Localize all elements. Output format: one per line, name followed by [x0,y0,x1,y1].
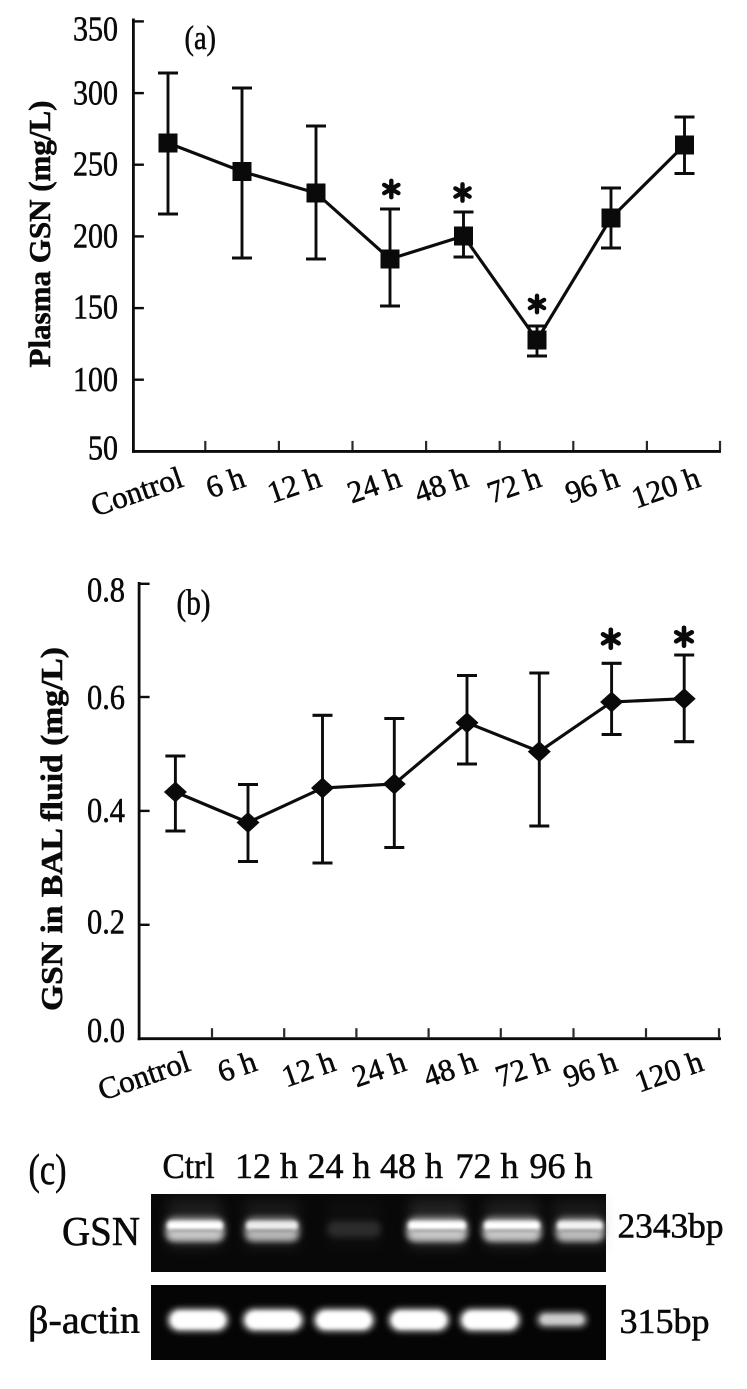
svg-text:2343bp: 2343bp [618,1208,724,1246]
svg-text:96 h: 96 h [559,1043,622,1094]
svg-text:(b): (b) [177,583,211,623]
svg-text:12 h: 12 h [277,1043,340,1094]
svg-text:Ctrl: Ctrl [163,1146,215,1186]
svg-text:48 h: 48 h [380,1146,443,1186]
svg-text:0.0: 0.0 [87,1012,125,1050]
svg-text:GSN: GSN [62,1208,140,1254]
svg-text:50: 50 [88,429,118,467]
svg-text:(c): (c) [29,1147,67,1194]
svg-text:0.2: 0.2 [87,903,125,941]
svg-text:150: 150 [73,288,118,326]
svg-text:Control: Control [86,459,187,523]
svg-text:120 h: 120 h [627,459,705,515]
svg-text:Plasma GSN (mg/L): Plasma GSN (mg/L) [23,101,57,368]
svg-text:96 h: 96 h [530,1146,593,1186]
svg-text:(a): (a) [185,20,217,57]
svg-text:72 h: 72 h [483,459,546,510]
svg-text:120 h: 120 h [630,1043,708,1099]
svg-text:GSN in BAL fluid (mg/L): GSN in BAL fluid (mg/L) [35,647,69,1011]
svg-text:48 h: 48 h [410,459,473,510]
svg-text:100: 100 [73,361,118,399]
svg-text:24 h: 24 h [343,459,406,510]
svg-text:350: 350 [73,10,118,48]
svg-text:48 h: 48 h [419,1043,482,1094]
svg-text:Control: Control [93,1043,194,1107]
svg-text:72 h: 72 h [491,1043,554,1094]
svg-text:200: 200 [73,217,118,255]
svg-text:24 h: 24 h [347,1043,410,1094]
svg-text:96 h: 96 h [561,459,624,510]
svg-text:24 h: 24 h [308,1146,371,1186]
svg-text:0.4: 0.4 [87,792,125,830]
svg-text:315bp: 315bp [620,1303,710,1341]
svg-text:12 h: 12 h [235,1146,298,1186]
svg-text:0.8: 0.8 [87,571,125,609]
svg-text:0.6: 0.6 [87,679,125,717]
svg-text:12 h: 12 h [263,459,326,510]
svg-text:300: 300 [73,74,118,112]
svg-text:β-actin: β-actin [28,1299,140,1342]
svg-text:6 h: 6 h [213,1043,262,1089]
svg-text:6 h: 6 h [201,459,250,505]
svg-text:250: 250 [73,145,118,183]
svg-text:72 h: 72 h [456,1146,519,1186]
